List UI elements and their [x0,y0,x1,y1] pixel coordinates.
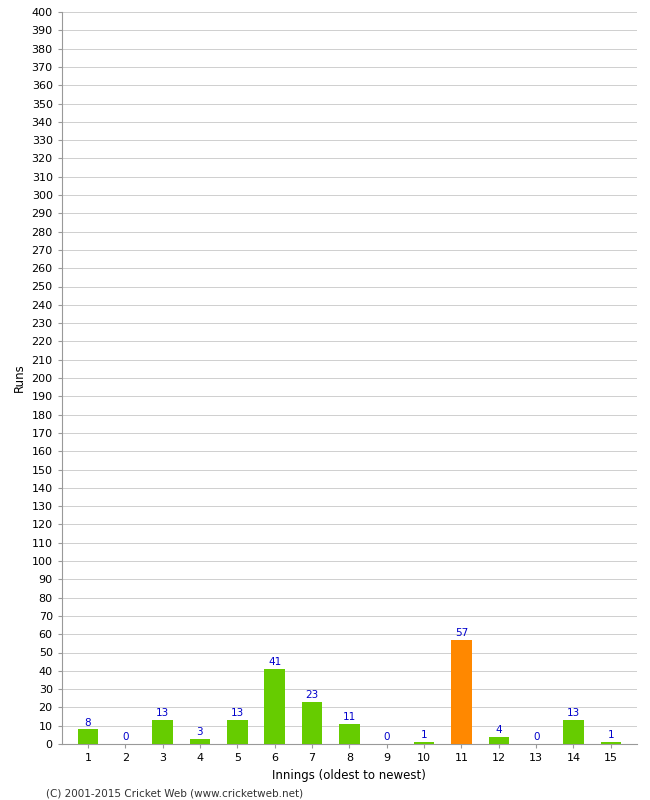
Text: 13: 13 [231,708,244,718]
Y-axis label: Runs: Runs [13,364,26,392]
Text: 0: 0 [384,732,390,742]
Bar [77,730,98,744]
Bar [451,640,472,744]
Text: 0: 0 [122,732,129,742]
Text: 57: 57 [455,628,468,638]
Bar [190,738,210,744]
Text: 23: 23 [306,690,318,700]
Text: 3: 3 [197,726,203,737]
X-axis label: Innings (oldest to newest): Innings (oldest to newest) [272,769,426,782]
Text: 1: 1 [421,730,428,740]
Text: (C) 2001-2015 Cricket Web (www.cricketweb.net): (C) 2001-2015 Cricket Web (www.cricketwe… [46,788,303,798]
Bar [489,737,509,744]
Bar [339,724,359,744]
Text: 0: 0 [533,732,540,742]
Text: 11: 11 [343,712,356,722]
Bar [265,669,285,744]
Bar [227,720,248,744]
Bar [601,742,621,744]
Text: 1: 1 [608,730,614,740]
Bar [152,720,173,744]
Bar [414,742,434,744]
Bar [564,720,584,744]
Text: 13: 13 [156,708,169,718]
Text: 41: 41 [268,657,281,667]
Text: 8: 8 [84,718,91,727]
Bar [302,702,322,744]
Text: 4: 4 [495,725,502,735]
Text: 13: 13 [567,708,580,718]
